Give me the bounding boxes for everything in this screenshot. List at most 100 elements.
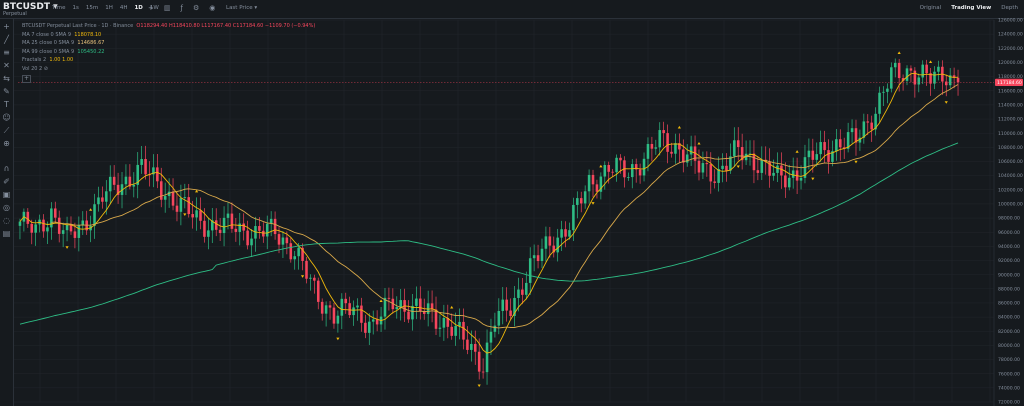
candle-type-icon[interactable]: ▥ (163, 4, 171, 12)
candle-body (175, 205, 179, 212)
candle-body (909, 68, 913, 71)
fractal-down-marker (854, 160, 858, 164)
interval-1s[interactable]: 1s (72, 5, 79, 11)
candle-body (638, 169, 642, 176)
interval-tabs: Time 1s 15m 1H 4H 1D 1W (52, 5, 159, 11)
candle-body (705, 163, 709, 165)
eye-hidden-icon[interactable]: ⊘ (43, 65, 48, 72)
candle-body (850, 128, 854, 133)
fib-tool-icon[interactable]: ✕ (3, 61, 10, 70)
price-axis-label: 80000.00 (998, 343, 1020, 349)
candle-body (713, 181, 716, 183)
price-axis-label: 88000.00 (998, 286, 1020, 292)
view-depth[interactable]: Depth (1001, 5, 1018, 11)
price-axis-label: 92000.00 (998, 258, 1020, 264)
zoom-in-icon[interactable]: ⊕ (3, 139, 10, 148)
candle-body (54, 208, 57, 218)
legend-fractals-row[interactable]: Fractals 2 1.00 1.00 (22, 56, 315, 65)
interval-1d[interactable]: 1D (134, 5, 143, 11)
candle-body (105, 191, 108, 202)
fractal-down-marker (736, 165, 740, 169)
fractal-up-marker (928, 60, 933, 64)
price-axis-label: 126000.00 (998, 18, 1023, 24)
crosshair-tool-icon[interactable]: + (3, 22, 10, 31)
horizontal-line-icon[interactable]: ≡ (3, 48, 10, 57)
ma99-label: MA 99 close 0 SMA 9 (22, 48, 75, 55)
pencil-lock-icon[interactable]: ✐ (3, 177, 10, 186)
fractal-up-marker (450, 305, 454, 309)
interval-15m[interactable]: 15m (85, 5, 99, 11)
candle-body (532, 255, 536, 259)
candle-body (348, 303, 351, 316)
candle-body (364, 322, 367, 333)
candle-body (689, 146, 693, 155)
candle-body (442, 317, 446, 328)
ma7-value: 118078.10 (74, 31, 102, 38)
price-axis-label: 124000.00 (998, 32, 1023, 38)
candle-body (316, 280, 320, 302)
legend-ma99-row[interactable]: MA 99 close 0 SMA 9 105450.22 (22, 48, 315, 57)
candle-body (827, 150, 830, 162)
candle-body (136, 164, 139, 185)
price-axis-label: 118000.00 (998, 74, 1023, 80)
camera-icon[interactable]: ◉ (209, 4, 216, 12)
candle-body (650, 143, 654, 149)
trendline-tool-icon[interactable]: ╱ (4, 35, 9, 44)
brush-tool-icon[interactable]: ✎ (3, 87, 10, 96)
candle-body (866, 121, 870, 123)
candle-body (167, 191, 171, 197)
candle-body (187, 197, 191, 215)
candle-body (882, 91, 885, 93)
candle-body (556, 237, 559, 253)
interval-time[interactable]: Time (52, 5, 66, 11)
crosshair-icon[interactable]: + (148, 4, 154, 12)
interval-1w[interactable]: 1W (149, 5, 159, 11)
last-price-tag (995, 78, 1023, 86)
candle-body (387, 297, 391, 299)
candle-body (944, 81, 948, 86)
eye-icon[interactable]: ◎ (3, 203, 10, 212)
candle-body (140, 159, 143, 165)
indicators-icon[interactable]: ƒ (180, 4, 183, 12)
view-original[interactable]: Original (919, 5, 942, 11)
add-indicator-button[interactable]: + (22, 74, 31, 83)
pattern-tool-icon[interactable]: ⇆ (3, 74, 10, 83)
candle-body (748, 153, 752, 155)
text-tool-icon[interactable]: T (4, 100, 9, 109)
price-axis-label: 86000.00 (998, 301, 1020, 307)
trash-icon[interactable]: ▤ (2, 229, 11, 238)
interval-4h[interactable]: 4H (119, 5, 128, 11)
legend-ma7-row[interactable]: MA 7 close 0 SMA 9 118078.10 (22, 31, 315, 40)
candle-body (324, 305, 328, 314)
price-axis-label: 110000.00 (998, 131, 1023, 137)
candle-body (634, 164, 638, 170)
candle-body (842, 147, 846, 149)
candle-body (682, 149, 685, 163)
interval-1h[interactable]: 1H (105, 5, 113, 11)
view-trading-view[interactable]: Trading View (951, 5, 992, 11)
candle-body (477, 351, 481, 372)
candle-body (207, 230, 210, 237)
candle-body (97, 197, 100, 205)
magnet-icon[interactable]: ∩ (3, 164, 10, 173)
price-type-dropdown[interactable]: Last Price ▾ (226, 5, 258, 11)
candle-body (517, 289, 520, 298)
candle-body (422, 311, 426, 314)
settings-icon[interactable]: ⚙ (192, 4, 200, 12)
candle-body (399, 300, 402, 308)
legend-vol-row[interactable]: Vol 20 2 ⊘ (22, 65, 315, 74)
hide-drawings-icon[interactable]: ◌ (3, 216, 10, 225)
ruler-tool-icon[interactable]: ⟋ (3, 126, 10, 135)
legend-ohlc: O118294.40 H118410.80 L117167.40 C117184… (136, 23, 316, 29)
symbol-selector[interactable]: BTCUSDT ▾ (3, 2, 58, 12)
lock-icon[interactable]: ▣ (2, 190, 11, 199)
candle-body (434, 309, 438, 329)
candle-body (776, 165, 779, 173)
candle-body (301, 247, 304, 261)
candle-body (678, 143, 681, 150)
chart-legend: BTCUSDT Perpetual Last Price · 1D · Bina… (22, 22, 315, 83)
candle-body (250, 238, 253, 246)
emoji-tool-icon[interactable]: ☺ (2, 113, 11, 122)
legend-ma25-row[interactable]: MA 25 close 0 SMA 9 114686.67 (22, 39, 315, 48)
